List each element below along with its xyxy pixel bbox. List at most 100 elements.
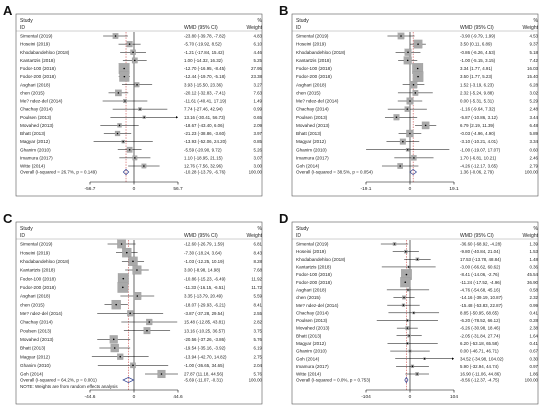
x-tick-label: 104	[450, 394, 458, 400]
forest-plot-d: D Study ID WMD (95% CI)% Weight Simental (201…	[276, 208, 549, 416]
weight-label: 3.07	[253, 155, 262, 160]
study-label: Ghanim (2010)	[296, 147, 327, 152]
study-label: chen (2015)	[296, 90, 321, 95]
effect-label: -8.41 (-14.06, -2.76)	[460, 272, 500, 277]
point-estimate	[117, 92, 120, 94]
point-estimate	[405, 273, 408, 276]
weight-label: 0.97	[529, 364, 538, 369]
point-estimate	[408, 334, 410, 337]
effect-label: -36.60 (-68.92, -4.28)	[460, 242, 502, 247]
point-estimate	[416, 258, 419, 261]
header-id: ID	[296, 233, 301, 239]
study-label: Magyar (2012)	[296, 341, 326, 346]
study-label: Hoseini (2019)	[296, 249, 326, 254]
point-estimate	[399, 165, 401, 167]
point-estimate	[125, 251, 128, 254]
point-estimate	[122, 140, 124, 143]
x-tick-label: -56.7	[85, 186, 96, 192]
effect-label: 34.52 (-34.98, 104.02)	[460, 356, 504, 361]
study-label: Hoseini (2019)	[296, 42, 326, 47]
weight-label: 2.46	[529, 155, 538, 160]
weight-label: 0.41	[529, 341, 538, 346]
point-estimate	[409, 132, 411, 135]
point-estimate	[407, 289, 409, 291]
weight-label: 5.25	[253, 58, 262, 63]
point-estimate	[146, 329, 148, 332]
point-estimate	[417, 43, 419, 45]
weight-label: 5.76	[253, 372, 262, 377]
study-label: Movahed (2013)	[296, 326, 330, 331]
point-estimate	[400, 35, 402, 37]
weight-label: 7.42	[529, 58, 538, 63]
weight-label: 0.67	[529, 349, 538, 354]
header-pct: %	[534, 18, 539, 24]
weight-label: 8.28	[253, 259, 262, 264]
point-estimate	[406, 327, 409, 329]
weight-label: 4.53	[529, 34, 538, 39]
point-estimate	[133, 59, 136, 62]
header-pct: %	[258, 226, 263, 232]
weight-label: 7.63	[253, 90, 262, 95]
x-tick-label: 19.1	[449, 186, 459, 192]
header-effect: WMD (95% CI)	[184, 25, 218, 31]
overall-weight-label: 100.00	[249, 170, 263, 175]
effect-label: -20.56 (-37.26, -3.86)	[184, 337, 226, 342]
weight-label: 5.29	[529, 99, 538, 104]
point-estimate	[122, 286, 124, 289]
overall-diamond	[122, 377, 135, 383]
study-label: Magyar (2012)	[296, 139, 326, 144]
effect-label: 3.50 (1.77, 5.23)	[460, 74, 493, 79]
study-label: Fodor-200 (2018)	[20, 285, 56, 290]
study-label: Ghanim (2010)	[20, 363, 51, 368]
effect-label: -1.00 (-36.65, 34.65)	[184, 363, 225, 368]
effect-label: -11.24 (-17.52, -4.96)	[460, 280, 502, 285]
overall-label: Overall (I-squared = 0.0%, p = 0.753)	[296, 378, 371, 383]
point-estimate	[128, 43, 131, 45]
weight-label: 2.75	[253, 354, 262, 359]
point-estimate	[160, 373, 163, 375]
x-tick-label: -19.1	[361, 186, 372, 192]
weight-label: 2.82	[253, 320, 262, 325]
panel-label: C	[3, 211, 13, 226]
effect-label: -11.61 (-40.41, 17.19)	[184, 99, 227, 104]
study-label: Goh (2014)	[20, 372, 44, 377]
weight-label: 2.79	[529, 164, 538, 169]
weight-label: 0.30	[529, 356, 538, 361]
effect-label: 15.48 (-12.85, 43.81)	[184, 320, 226, 325]
point-estimate	[118, 124, 121, 127]
point-estimate	[405, 250, 407, 253]
weight-label: 5.26	[253, 147, 262, 152]
weight-label: 27.95	[251, 66, 263, 71]
effect-label: -9.80 (-40.84, 21.04)	[460, 249, 501, 254]
study-label: Bhatt (2013)	[296, 333, 322, 338]
weight-label: 2.04	[253, 363, 262, 368]
study-label: chen (2015)	[296, 295, 321, 300]
header-pct: %	[258, 18, 263, 24]
overall-effect-label: -10.28 (-13.79, -6.76)	[184, 170, 226, 175]
x-tick-label: 0	[133, 186, 136, 192]
point-estimate	[417, 75, 419, 78]
effect-label: 3.93 (-15.50, 23.36)	[184, 82, 223, 87]
study-label: Asghari (2018)	[20, 294, 51, 299]
weights-note: NOTE: Weights are from random effects an…	[20, 384, 118, 389]
point-estimate	[113, 347, 116, 349]
header-effect: WMD (95% CI)	[460, 233, 494, 239]
ci-arrow-right	[452, 357, 454, 361]
point-estimate	[115, 303, 117, 306]
header-study: Study	[296, 18, 309, 24]
effect-label: -13.94 (-42.70, 14.82)	[184, 354, 227, 359]
header-effect: WMD (95% CI)	[184, 233, 218, 239]
x-tick-label: 0	[409, 186, 412, 192]
effect-label: -12.70 (-16.95, -8.45)	[184, 66, 226, 71]
weight-label: 6.48	[529, 123, 538, 128]
study-label: Chachay (2014)	[296, 310, 329, 315]
effect-label: -12.44 (-19.70, -5.18)	[184, 74, 226, 79]
weight-label: 6.28	[529, 82, 538, 87]
header-id: ID	[20, 233, 25, 239]
study-label: Ghanim (2010)	[20, 147, 51, 152]
panel-label: D	[279, 211, 288, 226]
weight-label: 5.76	[253, 337, 262, 342]
study-label: Simental (2019)	[296, 242, 329, 247]
overall-weight-label: 100.00	[249, 378, 263, 383]
overall-diamond	[122, 168, 130, 176]
